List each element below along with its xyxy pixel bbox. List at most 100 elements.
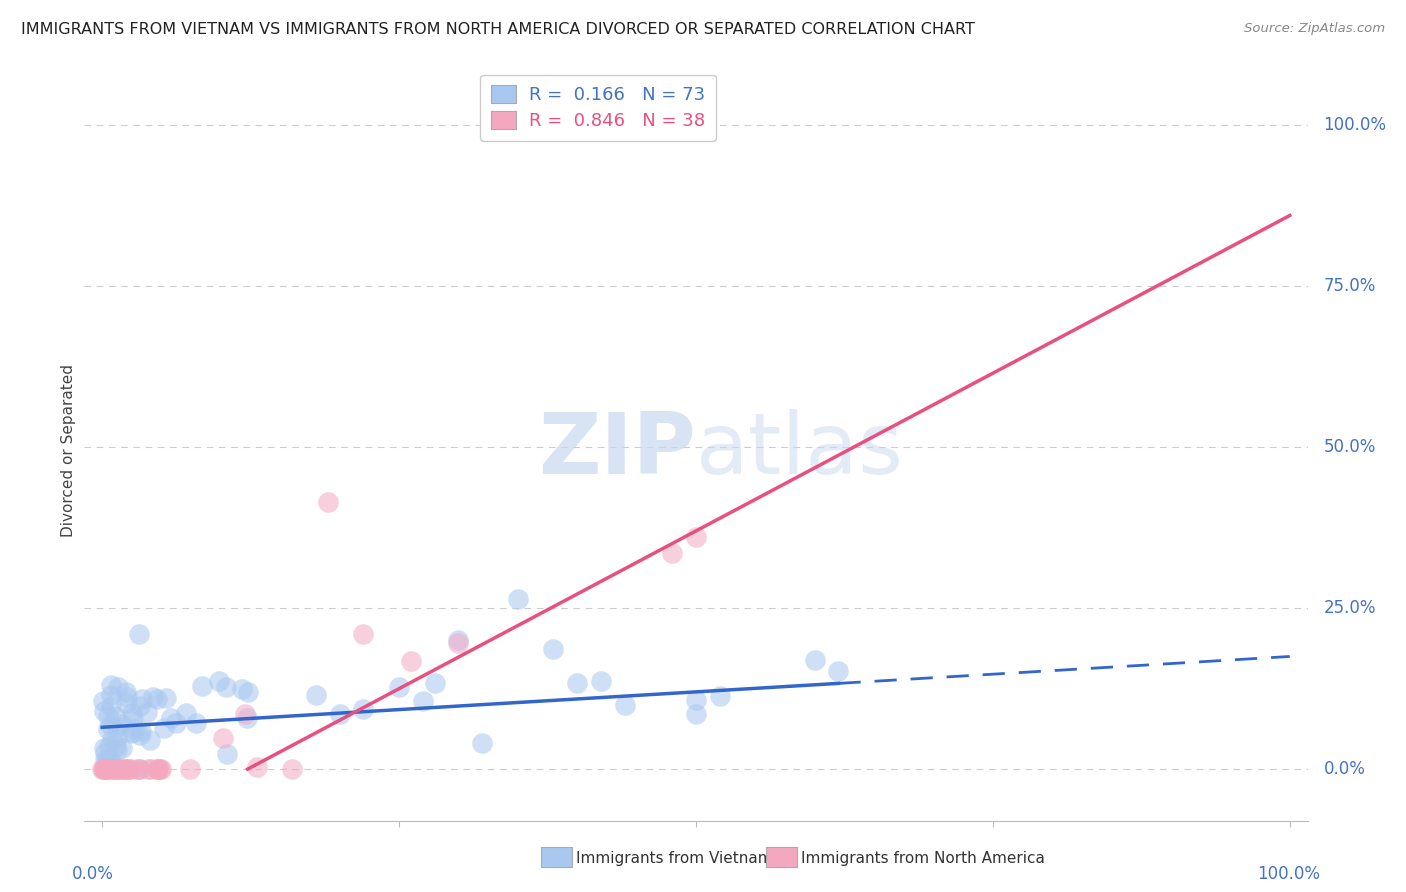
Point — [827, 665, 849, 679]
Point — [160, 711, 183, 725]
Point — [174, 706, 197, 721]
Point — [212, 731, 235, 746]
Point — [399, 654, 422, 668]
Point — [149, 762, 172, 776]
Point — [105, 739, 128, 753]
Point — [98, 718, 121, 732]
Point — [506, 591, 529, 606]
Point — [236, 711, 259, 725]
Text: 0.0%: 0.0% — [1323, 760, 1365, 778]
Point — [543, 641, 565, 656]
Point — [105, 720, 128, 734]
Text: 25.0%: 25.0% — [1323, 599, 1376, 617]
Point — [128, 627, 150, 641]
Point — [155, 691, 177, 706]
Point — [149, 762, 172, 776]
Point — [93, 762, 115, 776]
Point — [245, 760, 267, 774]
Point — [103, 762, 125, 776]
Point — [236, 685, 259, 699]
Point — [146, 762, 169, 776]
Point — [217, 747, 239, 761]
Text: 50.0%: 50.0% — [1323, 438, 1376, 456]
Point — [233, 706, 256, 721]
Point — [104, 709, 127, 723]
Point — [215, 680, 238, 694]
Legend: R =  0.166   N = 73, R =  0.846   N = 38: R = 0.166 N = 73, R = 0.846 N = 38 — [481, 75, 716, 141]
Point — [105, 742, 128, 756]
Point — [93, 740, 115, 755]
Point — [129, 762, 152, 776]
Point — [110, 717, 132, 731]
Point — [118, 762, 141, 776]
Point — [153, 721, 176, 735]
Point — [412, 693, 434, 707]
Point — [121, 706, 143, 720]
Point — [142, 690, 165, 704]
Text: 0.0%: 0.0% — [72, 865, 114, 883]
Point — [685, 707, 707, 722]
Point — [471, 736, 494, 750]
Point — [447, 633, 470, 648]
Point — [121, 710, 143, 724]
Point — [184, 716, 207, 731]
Text: Source: ZipAtlas.com: Source: ZipAtlas.com — [1244, 22, 1385, 36]
Point — [97, 722, 120, 736]
Point — [613, 698, 636, 712]
Text: 100.0%: 100.0% — [1323, 116, 1386, 135]
Point — [100, 688, 122, 702]
Point — [107, 681, 129, 695]
Point — [94, 762, 117, 776]
Point — [316, 495, 339, 509]
Point — [685, 693, 707, 707]
Point — [114, 762, 136, 776]
Point — [136, 762, 159, 776]
Point — [129, 723, 152, 738]
Point — [120, 725, 142, 739]
Point — [97, 709, 120, 723]
Point — [91, 762, 114, 776]
Point — [93, 704, 115, 718]
Point — [98, 762, 121, 776]
Point — [108, 762, 131, 776]
Point — [108, 762, 131, 776]
Point — [139, 762, 162, 776]
Y-axis label: Divorced or Separated: Divorced or Separated — [60, 364, 76, 537]
Point — [91, 694, 114, 708]
Point — [124, 722, 146, 736]
Point — [165, 715, 187, 730]
Point — [91, 762, 114, 776]
Point — [388, 680, 411, 694]
Point — [352, 702, 374, 716]
Point — [115, 762, 138, 776]
Point — [100, 678, 122, 692]
Point — [567, 676, 589, 690]
Text: atlas: atlas — [696, 409, 904, 492]
Point — [114, 762, 136, 776]
Point — [96, 755, 118, 769]
Text: 75.0%: 75.0% — [1323, 277, 1376, 295]
Point — [131, 692, 153, 706]
Point — [128, 762, 150, 776]
Point — [208, 674, 231, 689]
Point — [352, 626, 374, 640]
Point — [146, 762, 169, 776]
Point — [803, 652, 825, 666]
Point — [100, 762, 122, 776]
Point — [146, 692, 169, 706]
Point — [114, 684, 136, 698]
Point — [98, 751, 121, 765]
Point — [148, 762, 170, 776]
Point — [329, 706, 352, 721]
Point — [191, 679, 214, 693]
Text: ZIP: ZIP — [538, 409, 696, 492]
Point — [129, 698, 152, 713]
Point — [661, 546, 683, 560]
Point — [685, 530, 707, 544]
Point — [100, 755, 122, 769]
Point — [111, 741, 134, 756]
Point — [136, 705, 159, 719]
Point — [93, 746, 115, 760]
Point — [115, 696, 138, 710]
Point — [129, 728, 152, 742]
